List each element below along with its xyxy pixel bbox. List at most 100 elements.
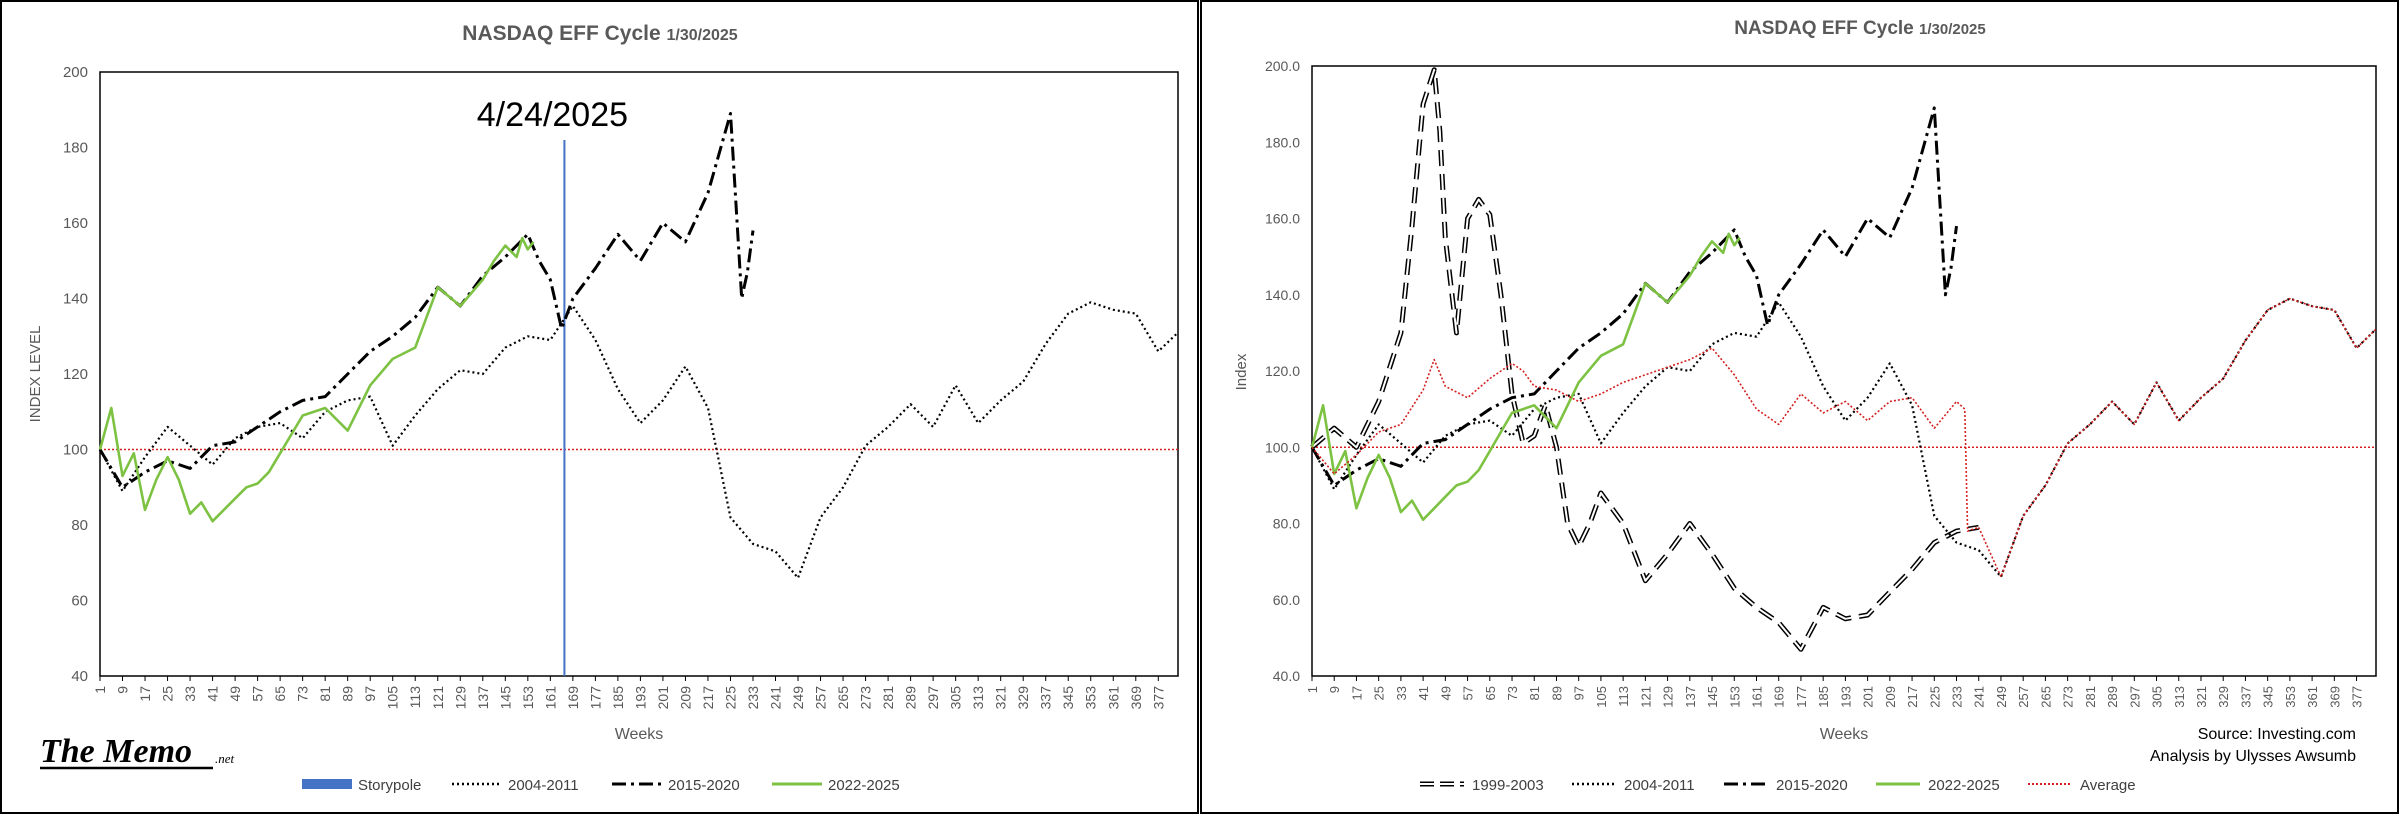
y-tick-label: 120.0 [1265,363,1300,379]
legend-label-2022-2025: 2022-2025 [828,777,900,794]
y-tick-label: 60 [71,593,88,610]
x-tick-label: 377 [1150,686,1166,710]
legend-label-2022-2025: 2022-2025 [1928,777,2000,794]
series-line-2022-2025 [98,236,535,523]
x-tick-label: 297 [925,686,941,710]
x-tick-label: 337 [2238,686,2253,708]
y-tick-label: 180 [63,140,88,157]
x-tick-label: 161 [542,686,558,710]
x-tick-label: 57 [1461,686,1476,700]
x-tick-label: 121 [430,686,446,710]
x-tick-label: 105 [385,686,401,710]
x-tick-label: 129 [1661,686,1676,708]
y-tick-label: 200.0 [1265,58,1300,74]
right-legend: 1999-2003 2004-2011 2015-2020 2022-2025 … [1420,777,2136,794]
x-tick-label: 201 [655,686,671,710]
x-tick-label: 49 [227,686,243,702]
x-tick-label: 289 [2105,686,2120,708]
x-tick-label: 273 [858,686,874,710]
left-panel-border [0,0,1199,814]
legend-label-average: Average [2080,777,2136,794]
legend-label-2015-2020: 2015-2020 [668,777,740,794]
left-y-axis-label: INDEX LEVEL [27,326,44,423]
x-tick-label: 25 [1372,686,1387,700]
x-tick-label: 353 [1083,686,1099,710]
x-tick-label: 153 [520,686,536,710]
x-tick-label: 193 [1838,686,1853,708]
logo-suffix: .net [215,751,235,766]
x-tick-label: 233 [1950,686,1965,708]
x-tick-label: 177 [1794,686,1809,708]
x-tick-label: 225 [722,686,738,710]
x-tick-label: 265 [835,686,851,710]
x-tick-label: 169 [1772,686,1787,708]
legend-label-1999-2003: 1999-2003 [1472,777,1544,794]
x-tick-label: 57 [250,686,266,702]
x-tick-label: 25 [160,686,176,702]
left-legend: Storypole 2004-2011 2015-2020 2022-2025 [302,777,900,794]
x-tick-label: 49 [1438,686,1453,700]
left-chart-panel: NASDAQ EFF Cycle 1/30/2025 4060801001201… [0,0,1199,814]
x-tick-label: 105 [1594,686,1609,708]
left-series-layer: 4/24/2025 [98,96,1179,676]
x-tick-label: 17 [1349,686,1364,700]
x-tick-label: 185 [1816,686,1831,708]
x-tick-label: 209 [1883,686,1898,708]
x-tick-label: 33 [1394,686,1409,700]
left-y-axis-ticks: 40 60 80 100 120 140 160 180 200 [63,64,88,685]
y-tick-label: 120 [63,366,88,383]
right-x-axis-label: Weeks [1820,726,1869,743]
x-tick-label: 41 [205,686,221,702]
x-tick-label: 297 [2127,686,2142,708]
series-line-2022-2025 [1310,232,1741,521]
x-tick-label: 241 [1972,686,1987,708]
right-plot-area [1311,65,2377,677]
x-tick-label: 41 [1416,686,1431,700]
x-tick-label: 145 [1705,686,1720,708]
legend-label-2004-2011: 2004-2011 [1624,777,1695,794]
x-tick-label: 305 [2150,686,2165,708]
x-tick-label: 361 [2305,686,2320,708]
x-tick-label: 313 [2172,686,2187,708]
x-tick-label: 113 [1616,686,1631,707]
series-line-average [1311,297,2377,578]
y-tick-label: 100.0 [1265,439,1300,455]
x-tick-label: 353 [2283,686,2298,708]
y-tick-label: 40.0 [1273,668,1300,684]
y-tick-label: 160.0 [1265,211,1300,227]
x-tick-label: 369 [1128,686,1144,710]
x-tick-label: 17 [137,686,153,702]
x-tick-label: 81 [317,686,333,702]
x-tick-label: 289 [903,686,919,710]
x-tick-label: 9 [1327,686,1342,693]
logo-the-memo: The Memo .net [40,733,235,770]
x-tick-label: 321 [993,686,1009,710]
y-tick-label: 160 [63,215,88,232]
x-tick-label: 137 [475,686,491,710]
storypole-label: 4/24/2025 [477,96,628,134]
y-tick-label: 140.0 [1265,287,1300,303]
x-tick-label: 273 [2061,686,2076,708]
x-tick-label: 329 [2216,686,2231,708]
logo-text: The Memo [40,733,192,770]
x-tick-label: 217 [700,686,716,710]
x-tick-label: 201 [1861,686,1876,708]
series-line-1999-2003-inner [1311,68,1979,651]
y-tick-label: 80.0 [1273,516,1300,532]
x-tick-label: 129 [452,686,468,710]
x-tick-label: 89 [1549,686,1564,700]
y-tick-label: 200 [63,64,88,81]
x-tick-label: 9 [115,686,131,694]
x-tick-label: 305 [948,686,964,710]
x-tick-label: 33 [182,686,198,702]
x-tick-label: 217 [1905,686,1920,708]
y-tick-label: 140 [63,291,88,308]
x-tick-label: 257 [813,686,829,710]
x-tick-label: 137 [1683,686,1698,708]
legend-label-2004-2011: 2004-2011 [508,777,579,794]
x-tick-label: 281 [880,686,896,710]
x-tick-label: 113 [407,686,423,709]
x-tick-label: 97 [1572,686,1587,700]
x-tick-label: 249 [790,686,806,710]
